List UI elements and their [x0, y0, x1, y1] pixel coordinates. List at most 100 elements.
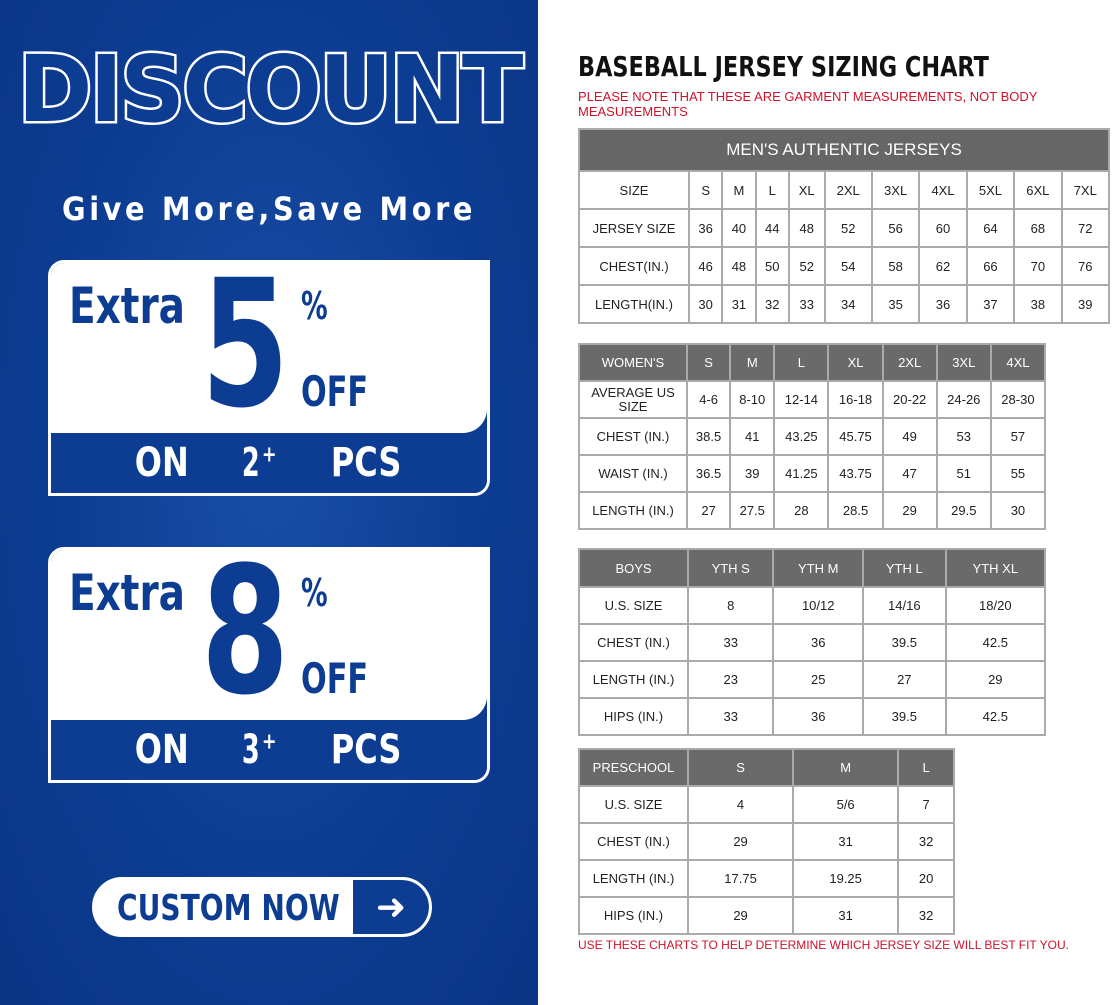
qty: 2 + [242, 440, 278, 486]
table-cell: 29 [944, 660, 1047, 699]
table-cell: 16-18 [827, 380, 884, 419]
table-cell: 64 [965, 208, 1016, 248]
table-row: LENGTH (IN.) 23 25 27 29 [578, 660, 1047, 699]
offer-quantity: ON 2 + PCS [51, 433, 487, 493]
table-cell: 32 [897, 822, 955, 861]
pcs-label: PCS [330, 727, 402, 773]
table-cell: 27 [862, 660, 947, 699]
column-header: 2XL [881, 343, 938, 382]
table-cell: 43.25 [773, 417, 830, 456]
table-cell: 29 [686, 822, 795, 861]
table-cell: 31 [721, 284, 757, 324]
table-cell: 17.75 [686, 859, 795, 898]
discount-heading: DISCOUNT [15, 34, 526, 146]
table-cell: 51 [935, 454, 992, 493]
custom-now-button[interactable]: CUSTOM NOW ➜ [92, 877, 432, 937]
table-cell: 33 [686, 697, 775, 736]
table-cell: 39 [729, 454, 776, 493]
table-cell: M [721, 170, 757, 210]
table-cell: 27 [685, 491, 732, 530]
tagline: Give More,Save More [61, 190, 477, 228]
table-row: CHEST (IN.) 38.5 41 43.25 45.75 49 53 57 [578, 417, 1047, 456]
table-cell: 56 [870, 208, 921, 248]
row-label: U.S. SIZE [578, 586, 689, 625]
table-row: U.S. SIZE 8 10/12 14/16 18/20 [578, 586, 1047, 625]
table-cell: 55 [989, 454, 1047, 493]
table-cell: 42.5 [944, 697, 1047, 736]
chart-title: BASEBALL JERSEY SIZING CHART [578, 50, 989, 83]
offer-card-8: Extra 8 % OFF ON 3 + PCS [48, 547, 490, 783]
table-row: JERSEY SIZE 36 40 44 48 52 56 60 64 68 72 [578, 208, 1111, 248]
table-cell: 36 [687, 208, 724, 248]
offer-card-5: Extra 5 % OFF ON 2 + PCS [48, 260, 490, 496]
table-row: LENGTH (IN.) 17.75 19.25 20 [578, 859, 955, 898]
table-cell: 3XL [870, 170, 921, 210]
row-label: LENGTH (IN.) [578, 859, 689, 898]
table-cell: 8-10 [729, 380, 776, 419]
table-cell: 31 [792, 822, 900, 861]
table-cell: 37 [965, 284, 1016, 324]
table-row: LENGTH(IN.) 30 31 32 33 34 35 36 37 38 39 [578, 284, 1111, 324]
row-label: CHEST (IN.) [578, 417, 688, 456]
offer-percent: % [301, 571, 328, 615]
row-label: HIPS (IN.) [578, 896, 689, 935]
column-header: S [685, 343, 732, 382]
table-cell: 5/6 [792, 785, 900, 824]
preschool-size-table: PRESCHOOL S M L U.S. SIZE 4 5/6 7 CHEST (IN.) 29 3… [578, 748, 955, 935]
table-cell: 39.5 [862, 623, 947, 662]
offer-extra: Extra [69, 277, 186, 335]
table-cell: 23 [686, 660, 775, 699]
row-label: AVERAGE US SIZE [578, 380, 688, 419]
table-cell: 60 [918, 208, 968, 248]
column-header: M [729, 343, 776, 382]
offer-percent: % [301, 284, 328, 328]
row-label: CHEST(IN.) [578, 246, 690, 286]
table-cell: 38 [1013, 284, 1063, 324]
table-cell: 6XL [1013, 170, 1063, 210]
row-label: CHEST (IN.) [578, 623, 689, 662]
table-cell: 19.25 [792, 859, 900, 898]
table-cell: 32 [754, 284, 790, 324]
column-header: BOYS [578, 548, 689, 588]
table-header: WOMEN'S S M L XL 2XL 3XL 4XL [578, 343, 1047, 382]
table-cell: 28.5 [827, 491, 884, 530]
table-cell: 68 [1013, 208, 1063, 248]
row-label: CHEST (IN.) [578, 822, 689, 861]
offer-number: 5 [201, 260, 290, 447]
table-cell: 7XL [1060, 170, 1111, 210]
row-label: HIPS (IN.) [578, 697, 689, 736]
table-cell: 18/20 [944, 586, 1047, 625]
table-caption: MEN'S AUTHENTIC JERSEYS [578, 128, 1110, 172]
table-cell: 25 [772, 660, 864, 699]
table-cell: XL [787, 170, 826, 210]
table-cell: 32 [897, 896, 955, 935]
table-cell: 57 [989, 417, 1047, 456]
column-header: YTH S [686, 548, 775, 588]
table-cell: 54 [823, 246, 873, 286]
table-cell: 46 [687, 246, 724, 286]
table-row: HIPS (IN.) 33 36 39.5 42.5 [578, 697, 1047, 736]
table-cell: 33 [686, 623, 775, 662]
column-header: YTH XL [944, 548, 1047, 588]
table-row: CHEST(IN.) 46 48 50 52 54 58 62 66 70 76 [578, 246, 1111, 286]
table-cell: 29.5 [935, 491, 992, 530]
table-cell: 4XL [918, 170, 968, 210]
row-label: LENGTH(IN.) [578, 284, 690, 324]
table-cell: 52 [787, 246, 826, 286]
table-cell: 44 [754, 208, 790, 248]
table-cell: 36 [772, 623, 864, 662]
fit-footnote: USE THESE CHARTS TO HELP DETERMINE WHICH… [578, 938, 1070, 952]
table-cell: 30 [687, 284, 724, 324]
table-cell: 4 [686, 785, 795, 824]
table-cell: 58 [870, 246, 921, 286]
row-label: U.S. SIZE [578, 785, 689, 824]
table-row: WAIST (IN.) 36.5 39 41.25 43.75 47 51 55 [578, 454, 1047, 493]
table-cell: 24-26 [935, 380, 992, 419]
boys-size-table: BOYS YTH S YTH M YTH L YTH XL U.S. SIZE 8 10/12… [578, 548, 1047, 736]
table-cell: 29 [881, 491, 938, 530]
column-header: L [773, 343, 830, 382]
table-cell: 36 [918, 284, 968, 324]
table-cell: 48 [787, 208, 826, 248]
arrow-right-icon: ➜ [353, 880, 429, 934]
table-cell: 14/16 [862, 586, 947, 625]
